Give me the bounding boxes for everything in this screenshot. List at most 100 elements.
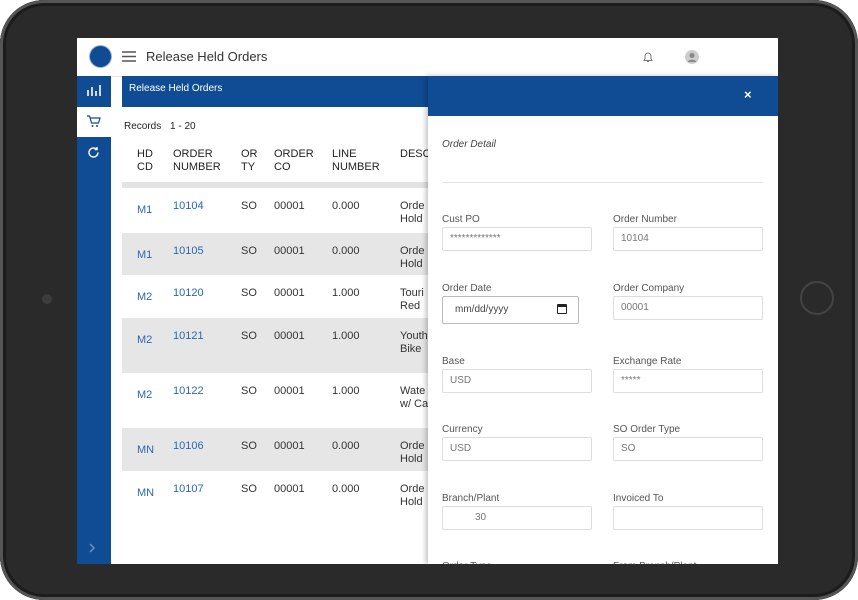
field-input[interactable] bbox=[613, 369, 763, 393]
cell-desc: Orde bbox=[400, 200, 425, 212]
close-button[interactable]: × bbox=[744, 87, 752, 102]
cell-order[interactable]: 10120 bbox=[173, 287, 204, 299]
field-label: Exchange Rate bbox=[613, 356, 682, 367]
field-label: Currency bbox=[442, 424, 483, 435]
field-label: Invoiced To bbox=[613, 493, 664, 504]
field-label: Order Company bbox=[613, 283, 685, 294]
cell-co: 00001 bbox=[274, 440, 305, 452]
cell-co: 00001 bbox=[274, 245, 305, 257]
column-header: CO bbox=[274, 161, 291, 173]
list-title: Release Held Orders bbox=[129, 83, 223, 94]
cell-ty: SO bbox=[241, 245, 257, 257]
cell-hd: M2 bbox=[137, 389, 153, 401]
field-input[interactable] bbox=[442, 296, 579, 324]
bell-icon[interactable] bbox=[643, 51, 653, 63]
cell-desc: Hold bbox=[400, 453, 423, 465]
cell-order[interactable]: 10104 bbox=[173, 200, 204, 212]
field-value: 30 bbox=[475, 512, 487, 523]
cell-order[interactable]: 10106 bbox=[173, 440, 204, 452]
cell-line: 0.000 bbox=[332, 245, 360, 257]
cell-co: 00001 bbox=[274, 385, 305, 397]
cell-ty: SO bbox=[241, 200, 257, 212]
cell-order[interactable]: 10107 bbox=[173, 483, 204, 495]
field-value: 10104 bbox=[621, 233, 649, 244]
divider bbox=[442, 182, 763, 183]
cell-desc: Hold bbox=[400, 496, 423, 508]
field-input[interactable] bbox=[613, 227, 763, 251]
cell-co: 00001 bbox=[274, 287, 305, 299]
column-header: NUMBER bbox=[173, 161, 221, 173]
cell-line: 1.000 bbox=[332, 385, 360, 397]
table-row[interactable] bbox=[122, 275, 428, 318]
column-header: OR bbox=[241, 148, 258, 160]
chart-nav[interactable] bbox=[87, 84, 101, 97]
cell-ty: SO bbox=[241, 385, 257, 397]
cell-hd: M2 bbox=[137, 291, 153, 303]
column-header: ORDER bbox=[173, 148, 213, 160]
screen: Release Held Orders Release Held Orders … bbox=[77, 38, 778, 564]
detail-header bbox=[428, 76, 778, 116]
cell-co: 00001 bbox=[274, 330, 305, 342]
column-header: HD bbox=[137, 148, 153, 160]
field-value: 00001 bbox=[621, 302, 649, 313]
field-input[interactable] bbox=[613, 506, 763, 530]
cell-line: 1.000 bbox=[332, 287, 360, 299]
table-row[interactable] bbox=[122, 233, 428, 275]
logo bbox=[90, 46, 111, 67]
user-icon[interactable] bbox=[685, 50, 699, 64]
expand-nav[interactable] bbox=[89, 543, 97, 553]
field-label: SO Order Type bbox=[613, 424, 681, 435]
cell-desc: w/ Ca bbox=[400, 398, 429, 410]
field-label: Order Number bbox=[613, 214, 677, 225]
column-header: DESC bbox=[400, 148, 431, 160]
calendar-icon[interactable] bbox=[557, 304, 567, 314]
column-header: NUMBER bbox=[332, 161, 380, 173]
column-header: ORDER bbox=[274, 148, 314, 160]
cell-order[interactable]: 10122 bbox=[173, 385, 204, 397]
field-label: Cust PO bbox=[442, 214, 480, 225]
table-row[interactable] bbox=[122, 318, 428, 373]
home-button bbox=[800, 281, 834, 315]
field-value: ***** bbox=[621, 375, 641, 386]
detail-title: Order Detail bbox=[442, 139, 496, 150]
field-input[interactable] bbox=[613, 296, 763, 320]
field-value: USD bbox=[450, 443, 472, 454]
cell-ty: SO bbox=[241, 440, 257, 452]
header-separator bbox=[122, 182, 428, 188]
page-title: Release Held Orders bbox=[146, 49, 268, 64]
cell-desc: Bike bbox=[400, 343, 422, 355]
table-row[interactable] bbox=[122, 428, 428, 471]
cell-desc: Orde bbox=[400, 440, 425, 452]
table-row[interactable] bbox=[122, 188, 428, 233]
field-input[interactable] bbox=[613, 437, 763, 461]
cell-line: 1.000 bbox=[332, 330, 360, 342]
table-row[interactable] bbox=[122, 471, 428, 514]
table-row[interactable] bbox=[122, 373, 428, 428]
menu-icon[interactable] bbox=[122, 51, 136, 62]
cell-desc: Red bbox=[400, 300, 421, 312]
list-title-bar bbox=[122, 76, 442, 107]
top-bar bbox=[77, 38, 778, 77]
cell-line: 0.000 bbox=[332, 200, 360, 212]
cell-desc: Orde bbox=[400, 245, 425, 257]
cell-order[interactable]: 10121 bbox=[173, 330, 204, 342]
cell-desc: Wate bbox=[400, 385, 426, 397]
cell-ty: SO bbox=[241, 287, 257, 299]
cell-ty: SO bbox=[241, 330, 257, 342]
field-input[interactable] bbox=[442, 227, 592, 251]
cell-desc: Youth bbox=[400, 330, 428, 342]
refresh-nav[interactable] bbox=[87, 146, 100, 159]
cell-hd: MN bbox=[137, 487, 155, 499]
cell-desc: Hold bbox=[400, 213, 423, 225]
cart-nav[interactable] bbox=[87, 115, 101, 128]
active-nav[interactable] bbox=[77, 107, 111, 137]
cell-co: 00001 bbox=[274, 483, 305, 495]
cell-order[interactable]: 10105 bbox=[173, 245, 204, 257]
field-value: mm/dd/yyyy bbox=[455, 304, 509, 315]
field-input[interactable] bbox=[442, 369, 592, 393]
cell-hd: MN bbox=[137, 444, 155, 456]
cell-hd: M2 bbox=[137, 334, 153, 346]
cell-line: 0.000 bbox=[332, 483, 360, 495]
field-input[interactable] bbox=[442, 506, 592, 530]
field-input[interactable] bbox=[442, 437, 592, 461]
